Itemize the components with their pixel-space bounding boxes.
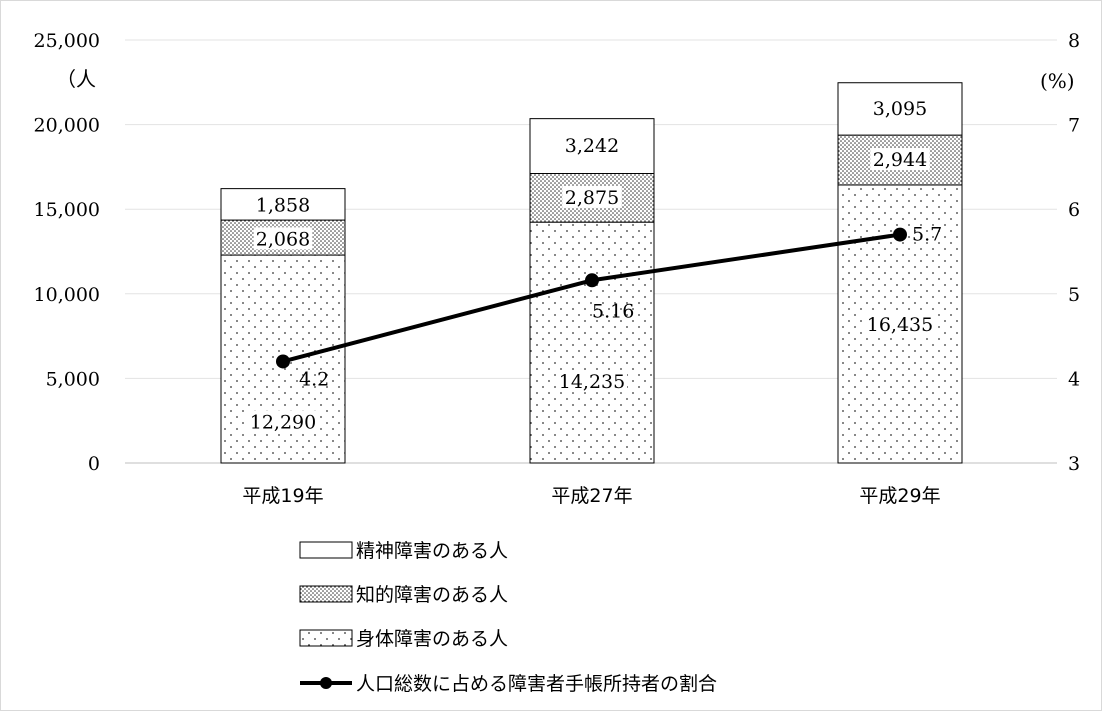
y-tick-label: 25,000	[34, 30, 100, 52]
bar-label-bg	[865, 312, 935, 335]
y2-tick-label: 4	[1068, 368, 1080, 390]
bar-label-shintai: 16,435	[867, 314, 933, 336]
y2-tick-label: 7	[1068, 115, 1080, 137]
y2-tick-label: 5	[1068, 284, 1080, 306]
ratio-point-label: 5.7	[912, 224, 942, 246]
bar-label-seishin: 1,858	[256, 194, 310, 216]
x-axis-categories: 平成19年 平成27年 平成29年	[242, 485, 940, 507]
bar-label-bg	[562, 185, 622, 208]
y2-tick-label: 8	[1068, 30, 1080, 52]
y-tick-label: 15,000	[34, 199, 100, 221]
ratio-point	[585, 273, 599, 288]
y2-axis-unit: (%)	[1040, 69, 1075, 93]
legend-label-ratio: 人口総数に占める障害者手帳所持者の割合	[356, 673, 717, 695]
bar-label-seishin: 3,095	[873, 98, 927, 120]
legend-label-shintai: 身体障害のある人	[356, 628, 508, 650]
legend-marker-ratio	[320, 677, 332, 689]
bar-label-shintai: 14,235	[559, 371, 625, 393]
legend: 精神障害のある人 知的障害のある人 身体障害のある人 人口総数に占める障害者手帳…	[299, 540, 717, 695]
bar-label-chiteki: 2,875	[565, 187, 619, 209]
x-category-label: 平成29年	[859, 485, 940, 507]
ratio-point-label: 5.16	[592, 300, 634, 322]
bar-label-shintai: 12,290	[250, 411, 316, 433]
y-tick-label: 5,000	[46, 368, 100, 390]
ratio-point-label: 4.2	[299, 368, 329, 390]
bar-label-bg	[870, 148, 930, 171]
legend-swatch-chiteki	[299, 585, 353, 603]
bar-label-chiteki: 2,944	[873, 149, 927, 171]
legend-item-chiteki: 知的障害のある人	[299, 584, 508, 606]
legend-swatch-seishin	[299, 541, 353, 559]
legend-item-seishin: 精神障害のある人	[299, 540, 508, 562]
y-tick-label: 20,000	[34, 115, 100, 137]
y2-tick-label: 6	[1068, 199, 1080, 221]
bar-labels: 12,290 2,068 1,858 14,235 2,875 3,242 16,435 2,…	[248, 98, 935, 433]
y-axis-unit: （人	[56, 67, 96, 91]
ratio-point	[276, 354, 290, 369]
bar-seishin	[529, 118, 655, 174]
bar-seishin	[837, 82, 963, 136]
y-tick-label: 0	[88, 453, 100, 475]
legend-label-seishin: 精神障害のある人	[356, 540, 508, 562]
x-category-label: 平成19年	[242, 485, 323, 507]
x-category-label: 平成27年	[551, 485, 632, 507]
bar-label-seishin: 3,242	[565, 135, 619, 157]
line-series: 4.2 5.16 5.7	[276, 224, 942, 390]
bar-label-bg	[557, 370, 627, 393]
bar-label-bg	[253, 227, 313, 250]
y2-tick-label: 3	[1068, 453, 1080, 475]
legend-item-shintai: 身体障害のある人	[299, 628, 508, 650]
legend-swatch-shintai	[299, 629, 353, 647]
bar-label-bg	[248, 410, 318, 433]
bar-label-chiteki: 2,068	[256, 228, 310, 250]
bar-shintai	[529, 221, 655, 464]
bar-chiteki	[837, 134, 963, 186]
legend-label-chiteki: 知的障害のある人	[356, 584, 508, 606]
ratio-point	[893, 227, 907, 242]
y2-axis-ticks: 3 4 5 6 7 8	[1068, 30, 1080, 475]
bar-seishin	[220, 188, 346, 221]
legend-item-ratio: 人口総数に占める障害者手帳所持者の割合	[300, 673, 717, 695]
y-axis-ticks: 0 5,000 10,000 15,000 20,000 25,000	[34, 30, 100, 475]
y-tick-label: 10,000	[34, 284, 100, 306]
